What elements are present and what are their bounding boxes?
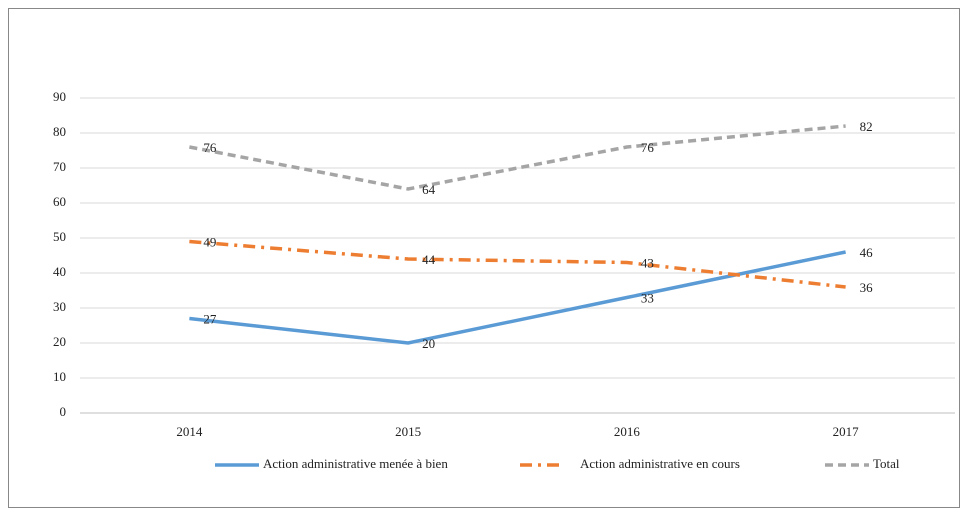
legend-label: Action administrative menée à bien — [263, 456, 448, 471]
data-label: 33 — [641, 290, 654, 305]
x-tick-label: 2017 — [833, 424, 860, 439]
x-tick-label: 2015 — [395, 424, 421, 439]
y-tick-label: 20 — [53, 334, 66, 349]
y-tick-label: 90 — [53, 89, 66, 104]
y-tick-label: 10 — [53, 369, 66, 384]
data-label: 76 — [203, 140, 217, 155]
data-label: 82 — [860, 119, 873, 134]
x-tick-label: 2016 — [614, 424, 641, 439]
data-label: 44 — [422, 252, 436, 267]
y-tick-label: 60 — [53, 194, 66, 209]
chart-frame — [8, 8, 960, 508]
data-label: 43 — [641, 255, 654, 270]
y-tick-label: 50 — [53, 229, 66, 244]
legend-label: Total — [873, 456, 900, 471]
series-line — [189, 239, 846, 289]
data-label: 49 — [203, 234, 216, 249]
y-tick-label: 80 — [53, 124, 66, 139]
data-label: 76 — [641, 140, 655, 155]
y-tick-label: 30 — [53, 299, 66, 314]
x-tick-label: 2014 — [176, 424, 203, 439]
legend-label: Action administrative en cours — [580, 456, 740, 471]
y-tick-label: 40 — [53, 264, 66, 279]
y-tick-label: 70 — [53, 159, 66, 174]
data-label: 20 — [422, 336, 435, 351]
y-tick-label: 0 — [60, 404, 67, 419]
data-label: 46 — [860, 245, 874, 260]
data-label: 27 — [203, 311, 217, 326]
data-label: 64 — [422, 182, 436, 197]
series-line — [189, 124, 846, 191]
data-label: 36 — [860, 280, 874, 295]
